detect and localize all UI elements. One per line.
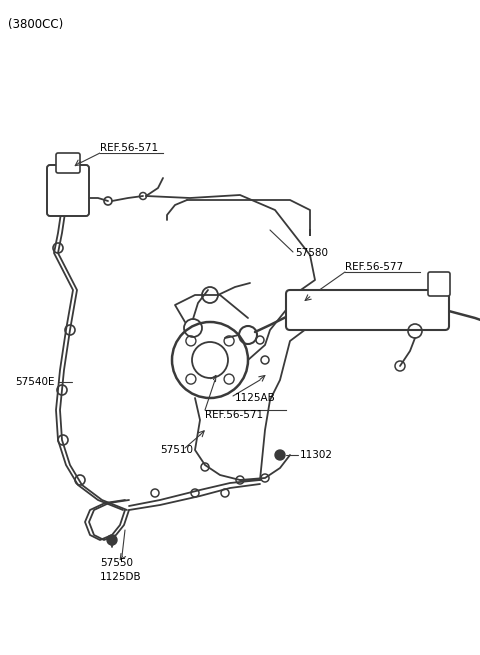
Text: 57580: 57580 <box>295 248 328 258</box>
Text: 11302: 11302 <box>300 450 333 460</box>
Text: REF.56-571: REF.56-571 <box>205 410 263 420</box>
Text: (3800CC): (3800CC) <box>8 18 63 31</box>
Text: 1125DB: 1125DB <box>100 572 142 582</box>
Text: REF.56-577: REF.56-577 <box>345 262 403 272</box>
Text: 57540E: 57540E <box>15 377 55 387</box>
FancyBboxPatch shape <box>56 153 80 173</box>
Circle shape <box>275 450 285 460</box>
FancyBboxPatch shape <box>428 272 450 296</box>
Text: 57510: 57510 <box>160 445 193 455</box>
Text: 57550: 57550 <box>100 558 133 568</box>
Circle shape <box>107 535 117 545</box>
FancyBboxPatch shape <box>47 165 89 216</box>
Text: REF.56-571: REF.56-571 <box>100 143 158 153</box>
Text: 1125AB: 1125AB <box>235 393 276 403</box>
FancyBboxPatch shape <box>286 290 449 330</box>
